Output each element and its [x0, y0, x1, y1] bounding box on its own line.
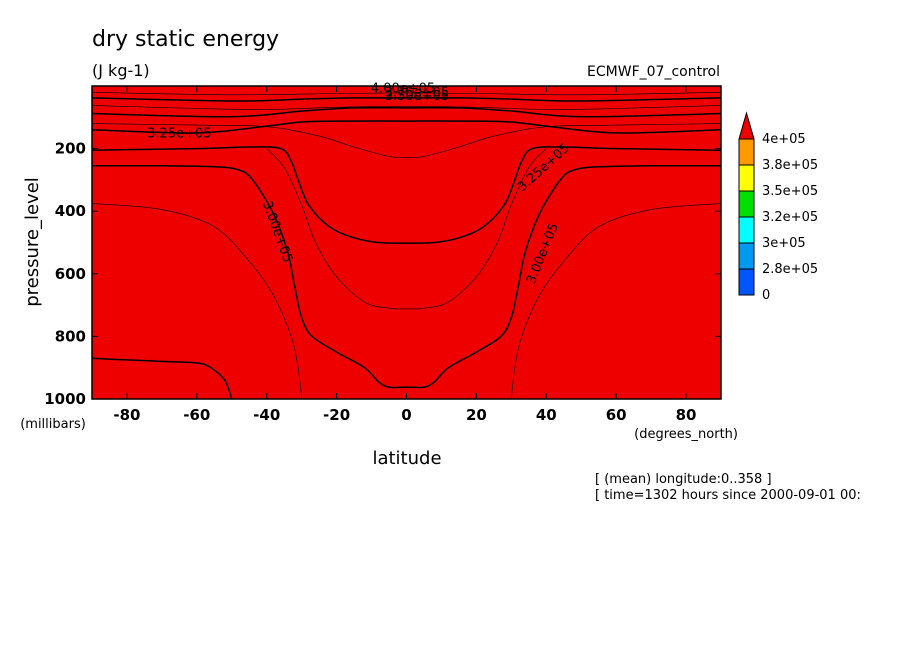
contour-lines — [92, 92, 721, 399]
contour-label: 3.50e+05 — [385, 89, 449, 104]
contour-line-thick — [92, 97, 721, 102]
x-tick-label: -60 — [183, 406, 210, 424]
contour-label: 4.00e+05 — [371, 81, 435, 96]
x-axis: -80 -60 -40 -20 0 20 40 60 80 — [113, 86, 696, 424]
legend-label: 3.2e+05 — [762, 210, 818, 225]
contour-line-thin — [511, 203, 721, 399]
contour-label: 3.75e+05 — [385, 85, 449, 100]
legend-swatch — [738, 111, 755, 140]
legend-swatch — [738, 268, 755, 296]
contour-line-thin — [92, 105, 721, 110]
legend-swatch — [738, 190, 755, 218]
contour-line-thin — [92, 92, 721, 96]
footer-line-1: [ (mean) longitude:0..358 ] — [595, 472, 772, 487]
contour-line-thin — [92, 123, 721, 158]
legend-swatch — [738, 216, 755, 244]
y-axis-title: pressure_level — [22, 177, 43, 307]
x-tick-label: 0 — [401, 406, 411, 424]
y-axis: 200 400 600 800 1000 — [44, 140, 721, 408]
x-tick-label: 80 — [676, 406, 697, 424]
x-tick-label: -80 — [113, 406, 140, 424]
y-tick-label: 800 — [55, 327, 86, 345]
contour-line-thin — [266, 148, 547, 310]
y-tick-label: 1000 — [44, 390, 86, 408]
footer-line-2: [ time=1302 hours since 2000-09-01 00: — [595, 488, 861, 503]
x-tick-label: 20 — [466, 406, 487, 424]
y-tick-label: 200 — [55, 140, 86, 158]
y-tick-label: 600 — [55, 265, 86, 283]
legend-label: 0 — [762, 288, 770, 303]
legend-label: 3.8e+05 — [762, 158, 818, 173]
y-tick-label: 400 — [55, 202, 86, 220]
legend-swatch — [738, 164, 755, 192]
chart-subtitle: (J kg-1) — [92, 61, 150, 80]
legend-label: 3e+05 — [762, 236, 806, 251]
x-axis-title: latitude — [372, 448, 441, 469]
y-axis-units: (millibars) — [20, 417, 86, 432]
dataset-label: ECMWF_07_control — [587, 64, 720, 80]
contour-label: 3.25e+05 — [147, 127, 211, 142]
contour-line-thick — [92, 146, 721, 244]
contour-line-thin — [92, 203, 302, 399]
contour-line-thick — [92, 106, 721, 118]
x-tick-label: -40 — [253, 406, 280, 424]
legend-label: 4e+05 — [762, 132, 806, 147]
legend-swatch — [738, 242, 755, 270]
color-legend: 4e+05 3.8e+05 3.5e+05 3.2e+05 3e+05 2.8e+05 0 — [738, 111, 818, 303]
legend-label: 3.5e+05 — [762, 184, 818, 199]
x-tick-label: -20 — [323, 406, 350, 424]
contour-line-thick — [92, 120, 721, 134]
x-tick-label: 40 — [536, 406, 557, 424]
chart-title: dry static energy — [92, 27, 279, 52]
contour-line-thick — [92, 357, 233, 399]
x-axis-units: (degrees_north) — [634, 427, 738, 442]
x-tick-label: 60 — [606, 406, 627, 424]
contour-line-thick — [92, 165, 721, 389]
legend-swatch — [738, 138, 755, 166]
legend-label: 2.8e+05 — [762, 262, 818, 277]
